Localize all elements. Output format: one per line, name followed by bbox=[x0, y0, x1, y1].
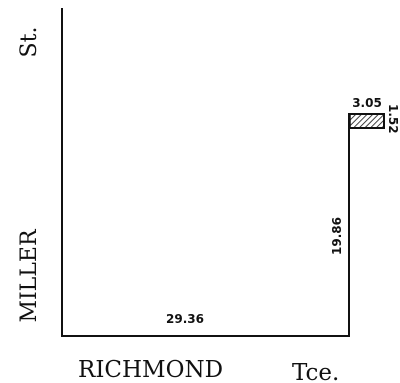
lot-boundary bbox=[61, 8, 385, 337]
street-suffix-st: St. bbox=[17, 27, 42, 58]
street-name-richmond: RICHMOND bbox=[78, 357, 223, 383]
street-name-miller: MILLER bbox=[17, 228, 42, 322]
dimension-notch-depth: 1.52 bbox=[386, 104, 400, 134]
dimension-bottom-frontage: 29.36 bbox=[166, 312, 204, 326]
dimension-notch-width: 3.05 bbox=[352, 96, 382, 110]
hatched-corner-area bbox=[349, 113, 385, 129]
dimension-right-side: 19.86 bbox=[330, 217, 344, 255]
street-suffix-tce: Tce. bbox=[292, 360, 339, 383]
